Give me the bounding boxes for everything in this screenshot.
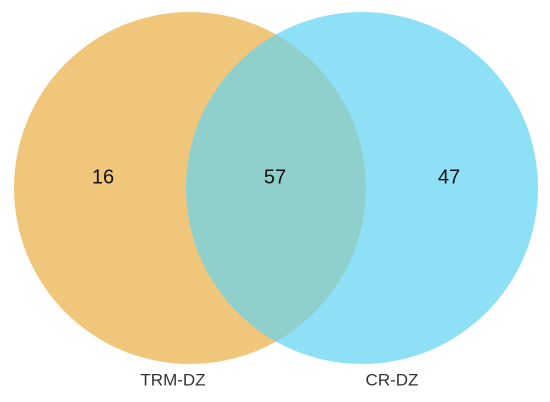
region-count: 47 — [438, 166, 460, 188]
region-count: 57 — [264, 166, 286, 188]
overlap-region — [186, 34, 366, 342]
region-count: 16 — [92, 166, 114, 188]
set-label: TRM-DZ — [140, 370, 205, 389]
set-label: CR-DZ — [366, 370, 419, 389]
